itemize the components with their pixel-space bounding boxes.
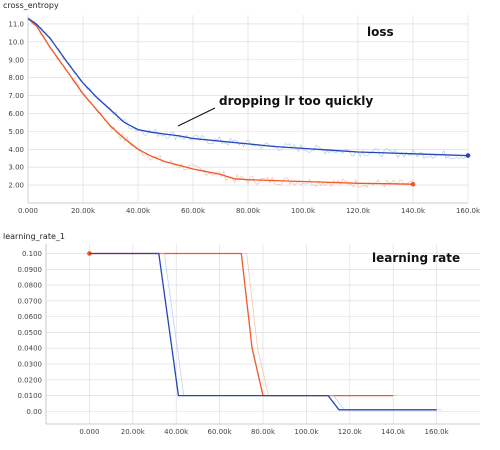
y-tick-label: 0.0400	[18, 345, 43, 353]
x-tick-label: 0.000	[18, 207, 38, 215]
y-tick-label: 0.0100	[18, 392, 43, 400]
learning-rate-label: learning rate	[372, 251, 460, 265]
y-tick-label: 5.00	[8, 128, 24, 136]
y-tick-label: 8.00	[8, 74, 24, 82]
bottom-y-axis-ticks: 0.00 0.0100 0.0200 0.0300 0.0400 0.0500 0.0600…	[18, 250, 43, 416]
y-tick-label: 0.0600	[18, 313, 43, 321]
x-tick-label: 120.0k	[338, 428, 363, 436]
x-tick-label: 140.0k	[381, 428, 406, 436]
top-grid	[27, 15, 469, 204]
x-tick-label: 80.00k	[251, 428, 276, 436]
x-tick-label: 160.0k	[456, 207, 481, 215]
y-tick-label: 4.00	[8, 146, 24, 154]
bottom-series-lines	[87, 251, 442, 411]
y-tick-label: 0.0200	[18, 376, 43, 384]
series-blue-line	[27, 18, 469, 157]
x-tick-label: 0.000	[79, 428, 99, 436]
y-tick-label: 3.00	[8, 164, 24, 172]
x-tick-label: 40.00k	[126, 207, 151, 215]
callout-arrow-line	[177, 107, 216, 127]
x-tick-label: 60.00k	[208, 428, 233, 436]
y-tick-label: 0.0900	[18, 266, 43, 274]
series-orange-start-point	[87, 251, 92, 256]
y-tick-label: 0.00	[26, 408, 42, 416]
top-y-axis-ticks: 2.00 3.00 4.00 5.00 6.00 7.00 8.00 9.00 10.0 11.0	[8, 20, 24, 189]
series-orange-raw-trail	[94, 253, 399, 396]
x-tick-label: 120.0k	[346, 207, 371, 215]
y-tick-label: 9.00	[8, 56, 24, 64]
panel-title-cross-entropy: cross_entropy	[3, 1, 59, 10]
series-blue-line	[89, 252, 437, 411]
x-tick-label: 100.0k	[291, 207, 316, 215]
y-tick-label: 7.00	[8, 92, 24, 100]
cross-entropy-chart: cross_entropy 2.00 3.00 4.00 5.00 6.00 7.00 8.…	[3, 1, 481, 215]
loss-label: loss	[367, 25, 394, 39]
series-blue-end-point	[465, 153, 471, 158]
x-tick-label: 60.00k	[181, 207, 206, 215]
series-orange-line	[89, 252, 394, 397]
y-tick-label: 0.0800	[18, 282, 43, 290]
bottom-grid	[45, 244, 480, 425]
y-tick-label: 0.100	[22, 250, 42, 258]
x-tick-label: 160.0k	[425, 428, 450, 436]
x-tick-label: 20.00k	[71, 207, 96, 215]
y-tick-label: 0.0700	[18, 297, 43, 305]
top-series-lines	[27, 17, 471, 189]
series-orange-line	[27, 18, 414, 185]
x-tick-label: 40.00k	[164, 428, 189, 436]
learning-rate-chart: learning_rate_1 0.000.01000.02000.03000.…	[3, 232, 480, 436]
series-orange-end-point	[410, 181, 416, 187]
bottom-x-axis-ticks: 0.000 20.00k 40.00k 60.00k 80.00k 100.0k 120.0…	[79, 428, 449, 436]
series-blue-raw-trail	[94, 253, 442, 411]
y-tick-label: 0.0500	[18, 329, 43, 337]
x-tick-label: 100.0k	[294, 428, 319, 436]
x-tick-label: 140.0k	[401, 207, 426, 215]
y-tick-label: 6.00	[8, 110, 24, 118]
y-tick-label: 10.0	[8, 38, 24, 46]
y-tick-label: 11.0	[8, 20, 24, 28]
callout-text: dropping lr too quickly	[219, 94, 373, 108]
panel-title-learning-rate: learning_rate_1	[3, 232, 65, 241]
top-x-axis-ticks: 0.000 20.00k 40.00k 60.00k 80.00k 100.0k 120.0…	[18, 207, 481, 215]
x-tick-label: 20.00k	[121, 428, 146, 436]
x-tick-label: 80.00k	[236, 207, 261, 215]
y-tick-label: 0.0300	[18, 361, 43, 369]
y-tick-label: 2.00	[8, 182, 24, 190]
